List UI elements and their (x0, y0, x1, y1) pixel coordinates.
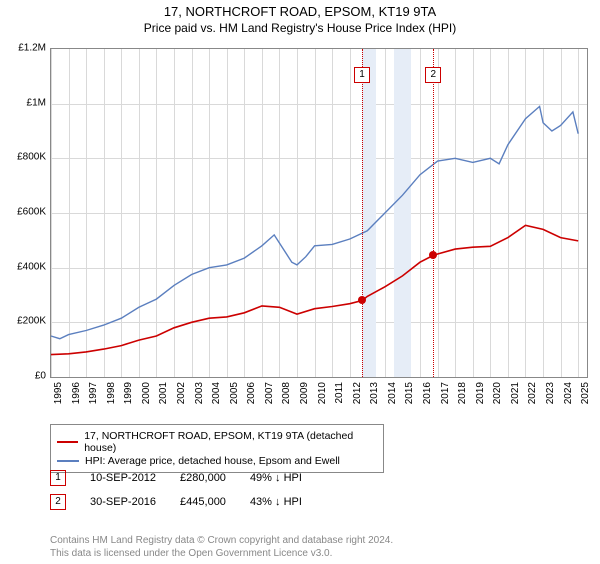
y-tick-label: £1.2M (18, 43, 46, 54)
series-hpi (51, 106, 578, 338)
x-tick-label: 1995 (53, 382, 64, 404)
x-tick-label: 2008 (281, 382, 292, 404)
y-tick-label: £0 (35, 371, 46, 382)
y-tick-label: £200K (17, 316, 46, 327)
x-tick-label: 1996 (71, 382, 82, 404)
x-tick-label: 2025 (580, 382, 591, 404)
sale-marker-badge: 2 (50, 494, 66, 510)
sale-marker-badge: 1 (50, 470, 66, 486)
x-tick-label: 2007 (264, 382, 275, 404)
x-tick-label: 2003 (194, 382, 205, 404)
series-property (51, 225, 578, 354)
legend-item: 17, NORTHCROFT ROAD, EPSOM, KT19 9TA (de… (57, 430, 377, 454)
sale-pct: 43% ↓ HPI (250, 496, 302, 508)
x-tick-label: 2002 (176, 382, 187, 404)
legend-swatch (57, 460, 79, 462)
x-axis-labels: 1995 1996 1997 1998 1999 2000 2001 2002 2003 2004… (50, 380, 588, 430)
x-tick-label: 2011 (334, 382, 345, 404)
footer-line: Contains HM Land Registry data © Crown c… (50, 535, 588, 548)
x-tick-label: 1999 (123, 382, 134, 404)
x-tick-label: 2018 (457, 382, 468, 404)
x-tick-label: 2014 (387, 382, 398, 404)
chart-title: 17, NORTHCROFT ROAD, EPSOM, KT19 9TA (0, 4, 600, 19)
x-tick-label: 1998 (106, 382, 117, 404)
x-tick-label: 2004 (211, 382, 222, 404)
x-tick-label: 2012 (352, 382, 363, 404)
y-tick-label: £400K (17, 261, 46, 272)
sale-date: 30-SEP-2016 (90, 496, 156, 508)
y-axis-labels: £0£200K£400K£600K£800K£1M£1.2M (0, 48, 48, 378)
footer: Contains HM Land Registry data © Crown c… (50, 535, 588, 560)
x-tick-label: 2000 (141, 382, 152, 404)
x-tick-label: 2023 (545, 382, 556, 404)
x-tick-label: 2010 (317, 382, 328, 404)
sale-marker-number: 2 (425, 67, 441, 83)
plot-area: 12 (50, 48, 588, 378)
legend-swatch (57, 441, 78, 443)
x-tick-label: 2009 (299, 382, 310, 404)
sale-price: £280,000 (180, 472, 226, 484)
sale-date: 10-SEP-2012 (90, 472, 156, 484)
sale-marker-line (433, 49, 434, 377)
footer-line: This data is licensed under the Open Gov… (50, 548, 588, 561)
sale-pct: 49% ↓ HPI (250, 472, 302, 484)
legend: 17, NORTHCROFT ROAD, EPSOM, KT19 9TA (de… (50, 424, 384, 473)
x-tick-label: 2021 (510, 382, 521, 404)
sale-row: 1 10-SEP-2012 £280,000 49% ↓ HPI (50, 470, 588, 486)
sale-row: 2 30-SEP-2016 £445,000 43% ↓ HPI (50, 494, 588, 510)
y-tick-label: £600K (17, 207, 46, 218)
sale-marker-line (362, 49, 363, 377)
x-tick-label: 2001 (158, 382, 169, 404)
legend-label: HPI: Average price, detached house, Epso… (85, 455, 340, 467)
chart-container: 17, NORTHCROFT ROAD, EPSOM, KT19 9TA Pri… (0, 4, 600, 564)
y-tick-label: £800K (17, 152, 46, 163)
x-tick-label: 2019 (475, 382, 486, 404)
sale-marker-number: 1 (354, 67, 370, 83)
x-tick-label: 2024 (563, 382, 574, 404)
x-tick-label: 2016 (422, 382, 433, 404)
x-tick-label: 2005 (229, 382, 240, 404)
legend-label: 17, NORTHCROFT ROAD, EPSOM, KT19 9TA (de… (84, 430, 377, 454)
x-tick-label: 1997 (88, 382, 99, 404)
sale-dot (358, 296, 366, 304)
x-tick-label: 2013 (369, 382, 380, 404)
x-tick-label: 2015 (404, 382, 415, 404)
sale-dot (429, 251, 437, 259)
x-tick-label: 2006 (246, 382, 257, 404)
chart-subtitle: Price paid vs. HM Land Registry's House … (0, 21, 600, 35)
x-tick-label: 2020 (492, 382, 503, 404)
y-tick-label: £1M (27, 97, 46, 108)
sale-price: £445,000 (180, 496, 226, 508)
legend-item: HPI: Average price, detached house, Epso… (57, 455, 377, 467)
chart-svg (51, 49, 587, 377)
x-tick-label: 2022 (527, 382, 538, 404)
x-tick-label: 2017 (440, 382, 451, 404)
